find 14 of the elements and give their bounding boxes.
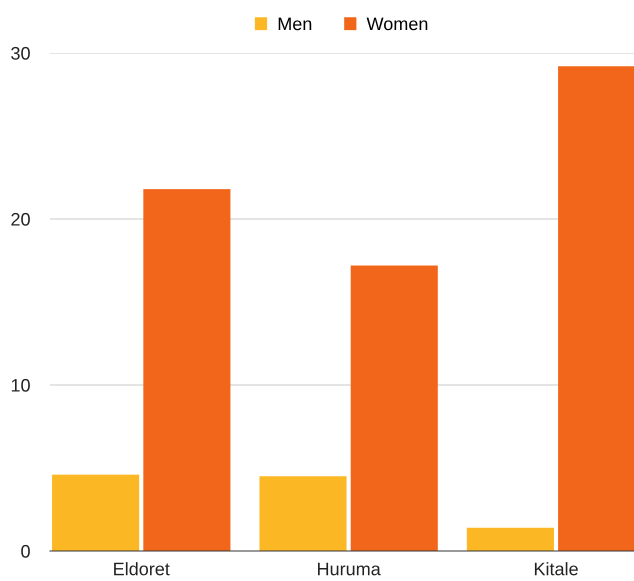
bar (466, 528, 554, 551)
y-tick-label: 30 (11, 46, 30, 60)
y-tick-label: 10 (12, 378, 30, 392)
bar (143, 189, 230, 551)
bar (259, 476, 347, 551)
x-tick-label: Eldoret (114, 562, 170, 576)
legend-label: Women (366, 18, 428, 30)
x-tick-label: Kitale (534, 562, 578, 576)
legend-label: Men (278, 18, 312, 30)
x-tick-label: Huruma (318, 562, 381, 576)
y-tick-label: 0 (21, 544, 30, 558)
bar (52, 474, 140, 551)
y-tick-label: 20 (11, 212, 30, 226)
bar (350, 265, 438, 551)
